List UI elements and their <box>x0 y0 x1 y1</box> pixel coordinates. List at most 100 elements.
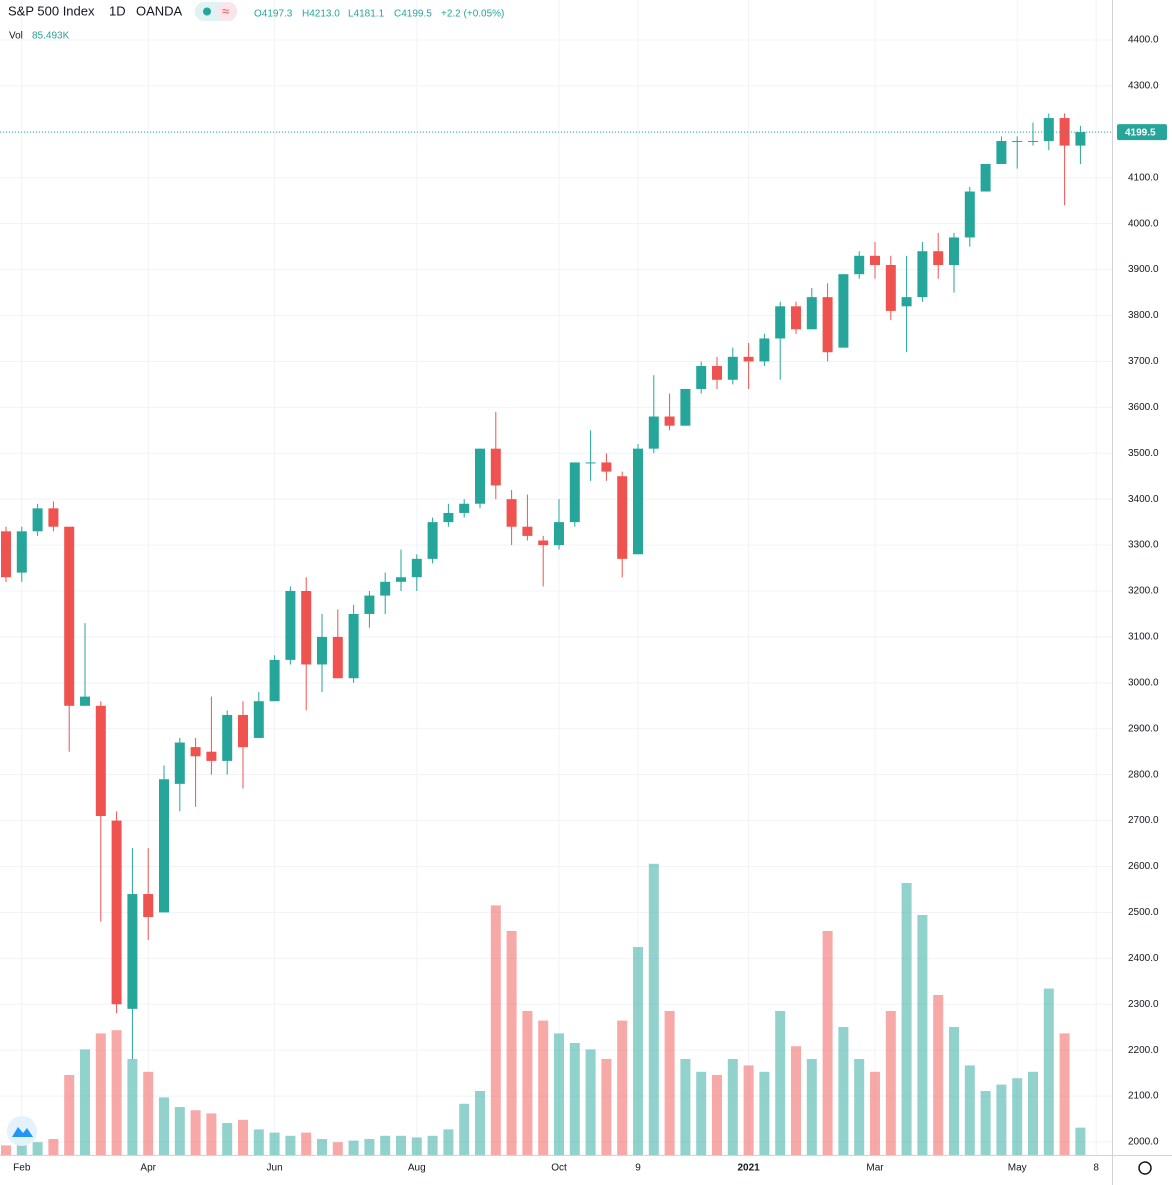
volume-bar <box>680 1059 691 1155</box>
symbol[interactable]: S&P 500 Index <box>8 3 95 18</box>
candle-body <box>301 591 312 665</box>
x-tick-label: Aug <box>408 1163 426 1174</box>
volume-bar <box>380 1135 391 1155</box>
volume-bar <box>996 1084 1007 1155</box>
volume-bar <box>664 1011 675 1155</box>
candle-body <box>664 416 675 426</box>
y-tick-label: 4100.0 <box>1128 172 1159 183</box>
volume-bar <box>1028 1071 1038 1155</box>
candle-body <box>806 297 817 330</box>
candle-body <box>475 448 485 504</box>
volume-bar <box>427 1135 438 1155</box>
candle-body <box>443 512 454 523</box>
volume-value: 85.493K <box>32 31 70 42</box>
candle-body <box>1043 118 1054 142</box>
volume-bar <box>159 1097 169 1155</box>
volume-bar <box>396 1135 406 1155</box>
y-tick-label: 3900.0 <box>1128 264 1159 275</box>
y-tick-label: 2700.0 <box>1128 815 1159 826</box>
y-tick-label: 2200.0 <box>1128 1045 1159 1056</box>
x-tick-label: Apr <box>140 1163 156 1174</box>
candle-body <box>48 508 59 527</box>
volume-bar <box>506 931 517 1155</box>
volume-bar <box>332 1142 343 1155</box>
high-value: H4213.0 <box>302 9 340 20</box>
volume-bar <box>411 1137 422 1155</box>
candle-body <box>95 705 106 816</box>
logo[interactable] <box>7 1116 37 1146</box>
y-tick-label: 2500.0 <box>1128 907 1159 918</box>
candle-body <box>427 522 438 559</box>
candle-body <box>459 503 470 513</box>
y-tick-label: 2100.0 <box>1128 1091 1159 1102</box>
candle-body <box>222 714 233 761</box>
candle-body <box>506 499 517 527</box>
delay-badge <box>217 2 237 21</box>
volume-bar <box>64 1075 75 1155</box>
candle-body <box>143 894 154 918</box>
y-tick-label: 4300.0 <box>1128 81 1159 92</box>
candle-body <box>332 636 343 679</box>
volume-bar <box>48 1139 59 1155</box>
last-price-badge <box>1117 124 1167 141</box>
volume-bar <box>459 1103 470 1155</box>
volume-bar <box>743 1065 754 1155</box>
x-tick-label: May <box>1008 1163 1027 1174</box>
candle-body <box>411 558 422 578</box>
settings-button[interactable] <box>1138 1161 1152 1175</box>
candle-body <box>980 163 991 192</box>
volume-bar <box>190 1110 201 1155</box>
candle-body <box>917 251 928 298</box>
price-axis: 2000.0 2100.0 2200.0 2300.0 2400.0 2500.0 2600… <box>1117 35 1167 1148</box>
candle-body <box>901 297 912 307</box>
volume-bar <box>569 1043 580 1155</box>
volume-bar <box>696 1071 707 1155</box>
volume-bar <box>554 1033 564 1155</box>
time-axis: Feb Apr Jun Aug Oct 9 2021 Mar May 8 <box>13 1163 1099 1174</box>
candle-body <box>1 531 11 578</box>
candle-body <box>648 416 659 449</box>
open-value: O4197.3 <box>254 9 293 20</box>
volume-bar <box>95 1033 106 1155</box>
volume-bar <box>348 1140 359 1155</box>
volume-bar <box>16 1143 27 1155</box>
volume-bar <box>80 1049 90 1155</box>
candle-body <box>1028 141 1038 143</box>
x-tick-label: Jun <box>267 1163 283 1174</box>
volume-bar <box>238 1119 248 1155</box>
volume-title: Vol <box>9 31 23 42</box>
grid <box>0 0 1112 1155</box>
y-tick-label: 2300.0 <box>1128 999 1159 1010</box>
volume-bar <box>538 1020 549 1155</box>
volume-bar <box>822 931 833 1155</box>
y-tick-label: 3100.0 <box>1128 632 1159 643</box>
candle-body <box>949 237 959 265</box>
volume-bar <box>759 1071 770 1155</box>
y-tick-label: 3300.0 <box>1128 540 1159 551</box>
candle-body <box>238 714 248 748</box>
candle-body <box>538 540 549 546</box>
close-value: C4199.5 <box>394 9 432 20</box>
interval[interactable]: 1D <box>109 3 126 18</box>
candle-body <box>885 264 896 311</box>
candle-body <box>964 191 975 238</box>
candle-body <box>601 462 612 472</box>
volume-bar <box>1 1145 11 1155</box>
candle-body <box>554 522 564 546</box>
volume-bar <box>648 863 659 1155</box>
candle-body <box>633 448 643 555</box>
candle-body <box>775 306 786 339</box>
volume-bar <box>885 1011 896 1155</box>
candle-body <box>317 636 327 665</box>
y-tick-label: 4000.0 <box>1128 218 1159 229</box>
y-tick-label: 2900.0 <box>1128 723 1159 734</box>
candle-body <box>364 595 375 614</box>
volume-bar <box>854 1059 865 1155</box>
candle-body <box>822 297 833 353</box>
candle-body <box>396 577 406 582</box>
volume-bar <box>806 1059 817 1155</box>
y-tick-label: 3200.0 <box>1128 586 1159 597</box>
candle-body <box>64 526 75 706</box>
volume-bar <box>1075 1127 1086 1155</box>
